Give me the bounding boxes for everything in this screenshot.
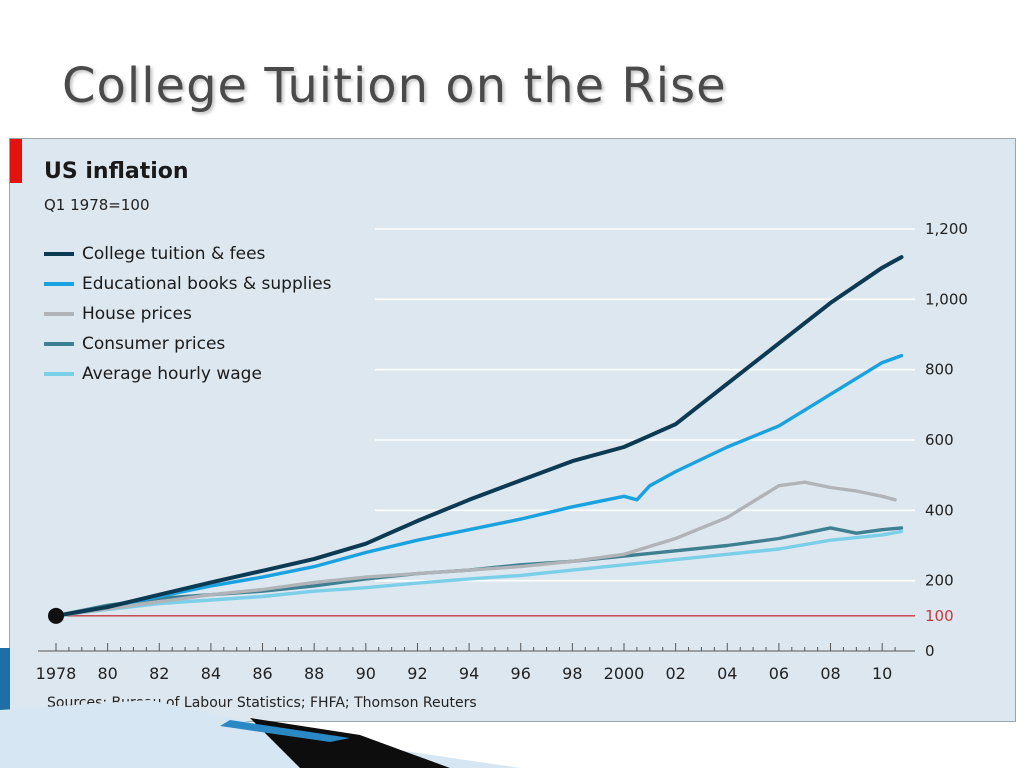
y-tick-label: 0	[925, 642, 935, 660]
legend-swatch	[44, 312, 74, 316]
y-tick-label: 800	[925, 361, 954, 379]
reference-line-label: 100	[925, 607, 954, 625]
chart-plot: 0 200 400 600 800 1,000 1,200 100 1978 80 82 84 86 88…	[36, 220, 968, 683]
accent-tab	[10, 139, 22, 183]
x-tick-label: 96	[511, 664, 531, 683]
start-marker	[48, 607, 64, 624]
legend-label: College tuition & fees	[82, 244, 266, 264]
legend-label: Average hourly wage	[82, 364, 262, 384]
x-tick-label: 98	[562, 664, 582, 683]
series-line	[54, 529, 904, 618]
slide-title: College Tuition on the Rise	[62, 58, 727, 114]
x-tick-label: 82	[149, 664, 169, 683]
x-tick-label: 84	[201, 664, 221, 683]
x-tick-label: 04	[717, 664, 737, 683]
legend-label: House prices	[82, 304, 192, 324]
legend-swatch	[44, 342, 74, 346]
y-tick-label: 1,000	[925, 290, 968, 308]
chart-legend: College tuition & fees Educational books…	[44, 239, 332, 389]
legend-swatch	[44, 282, 74, 286]
x-tick-label: 08	[820, 664, 840, 683]
legend-swatch	[44, 252, 74, 256]
y-tick-label: 600	[925, 431, 954, 449]
chart-title: US inflation	[44, 159, 189, 184]
decorative-swoosh	[0, 648, 520, 768]
legend-label: Consumer prices	[82, 334, 226, 354]
series-line	[54, 353, 904, 618]
y-tick-label: 400	[925, 501, 954, 519]
legend-item: College tuition & fees	[44, 239, 332, 269]
legend-item: Educational books & supplies	[44, 269, 332, 299]
x-tick-label: 2000	[604, 664, 645, 683]
legend-label: Educational books & supplies	[82, 274, 332, 294]
x-tick-label: 1978	[36, 664, 77, 683]
y-tick-label: 1,200	[925, 220, 968, 238]
series-line	[54, 480, 897, 618]
x-tick-label: 94	[459, 664, 479, 683]
x-tick-label: 86	[252, 664, 272, 683]
y-tick-label: 200	[925, 572, 954, 590]
legend-swatch	[44, 372, 74, 376]
chart-subtitle: Q1 1978=100	[44, 196, 150, 214]
x-tick-label: 90	[356, 664, 376, 683]
x-tick-label: 92	[407, 664, 427, 683]
legend-item: House prices	[44, 299, 332, 329]
series-line	[54, 255, 904, 618]
x-tick-label: 80	[97, 664, 117, 683]
chart-panel: US inflation Q1 1978=100 College tuition…	[9, 138, 1016, 722]
x-tick-label: 02	[665, 664, 685, 683]
x-tick-label: 10	[872, 664, 892, 683]
x-tick-label: 06	[769, 664, 789, 683]
legend-item: Consumer prices	[44, 329, 332, 359]
x-tick-label: 88	[304, 664, 324, 683]
legend-item: Average hourly wage	[44, 359, 332, 389]
